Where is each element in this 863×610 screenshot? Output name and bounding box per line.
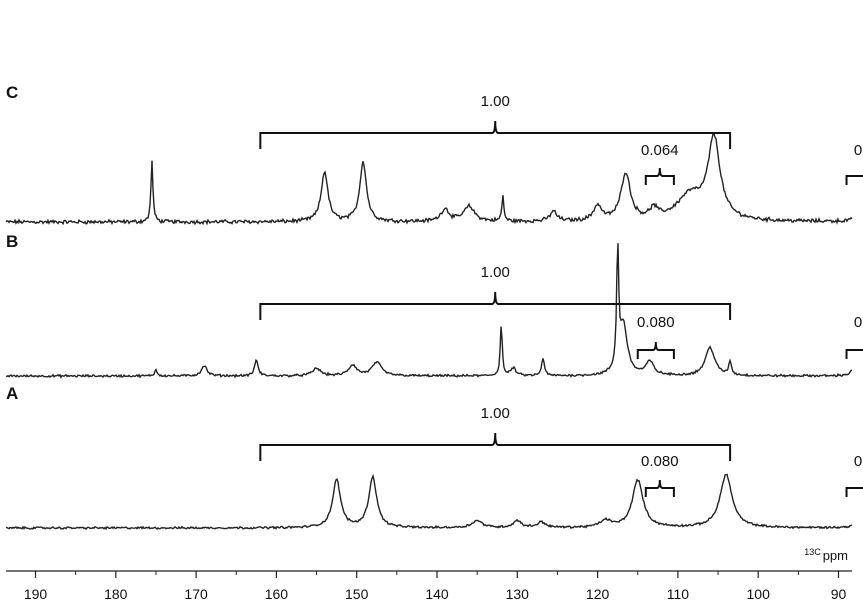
integral-label: 0.080 [637,314,675,331]
x-tick-label: 150 [345,586,369,602]
x-axis-unit-prefix: 13C [804,547,821,557]
x-tick-label: 130 [506,586,530,602]
spectrum-panel-c: C 1.00 0.064 0.036 [5,83,863,226]
x-tick-label: 140 [425,586,449,602]
integral-label: 0.080 [641,453,679,470]
integral-label: 1.00 [481,264,510,281]
x-tick-label: 120 [586,586,610,602]
integral-label: 0.076 [854,314,863,331]
integral-label: 1.00 [481,93,510,110]
panel-label: C [6,83,18,102]
integral-bracket [845,175,863,185]
x-tick-label: 180 [104,586,128,602]
x-axis-ticks: 1901801701601501401301201101009080706050 [24,571,847,602]
x-tick-label: 110 [667,586,690,602]
integral-bracket [259,432,732,461]
integral-bracket [636,341,675,359]
integral-bracket [644,479,675,497]
integral-bracket [259,291,732,320]
integral-label: 0.064 [641,142,679,159]
x-tick-label: 190 [24,586,48,602]
x-axis-unit-label: 13C ppm [804,547,848,563]
integral-label: 1.00 [481,405,510,422]
x-tick-label: 90 [831,586,847,602]
spectrum-panel-a: A 1.00 0.080 0.080 [5,384,863,531]
x-tick-label: 100 [747,586,771,602]
x-tick-label: 160 [265,586,289,602]
x-axis: 1901801701601501401301201101009080706050… [6,547,852,602]
integral-label: 0.080 [854,453,863,470]
spectrum-panel-b: B 1.00 0.080 0.076 [5,232,863,379]
spectrum-trace [5,473,853,531]
integral-bracket [644,167,675,185]
x-tick-label: 170 [184,586,208,602]
spectrum-trace [5,243,853,379]
spectrum-trace [5,132,853,226]
integral-bracket [845,487,863,497]
integral-bracket [259,120,732,149]
spectra-panels: C 1.00 0.064 0.036 B 1.00 0.080 0.076 A 1.00 0.080… [5,83,863,531]
integral-bracket [845,349,863,359]
x-axis-unit-text: ppm [823,548,848,563]
panel-label: B [6,232,18,251]
integral-label: 0.036 [854,142,863,159]
panel-label: A [6,384,18,403]
